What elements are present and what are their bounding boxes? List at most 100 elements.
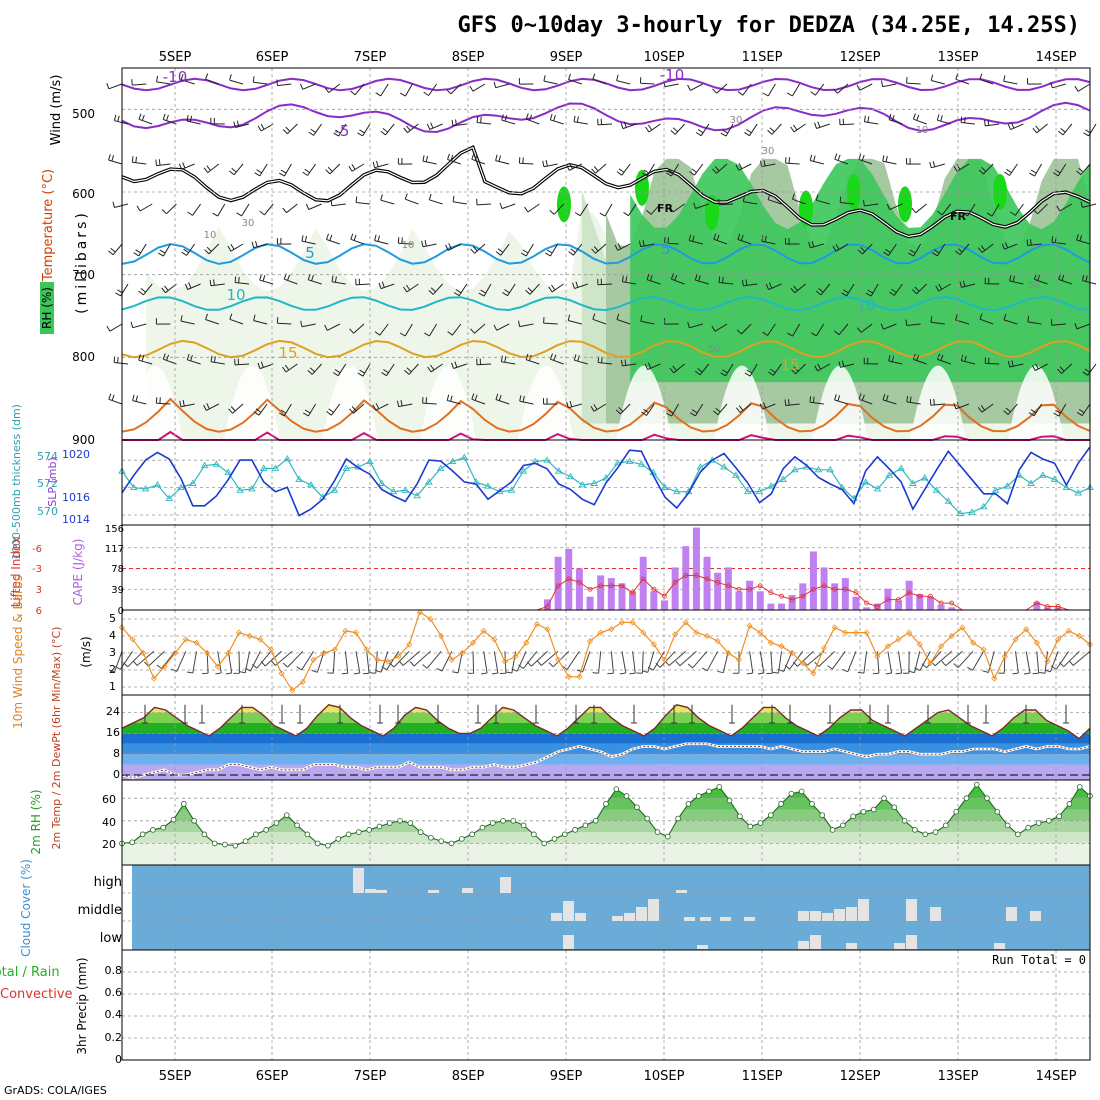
upper-wind-barb-293 xyxy=(257,361,274,370)
upper-wind-barb-234 xyxy=(815,283,831,296)
pressure-axis-label: (millibars) xyxy=(74,210,90,314)
thickness-point-80 xyxy=(1062,483,1071,491)
cloud-high-bar-3 xyxy=(428,890,439,893)
slp-line xyxy=(121,446,1091,517)
cloud-panel: high middle low Cloud Cover (%) xyxy=(19,859,1091,957)
cape-bar-44 xyxy=(586,596,594,610)
precip-tick-0.2: 0.2 xyxy=(105,1031,123,1044)
thickness-point-29 xyxy=(460,453,469,460)
slp-tick-1016: 1016 xyxy=(62,491,90,504)
upper-wind-barb-253 xyxy=(276,317,292,325)
wind-tick-5: 5 xyxy=(109,612,116,625)
rh-point-53 xyxy=(664,833,671,840)
upper-wind-barb-170 xyxy=(251,240,268,249)
temp-range-whisker-5-2 xyxy=(671,704,677,724)
cloud-middle-bar-2 xyxy=(575,913,586,921)
rh-point-49 xyxy=(623,793,630,799)
cape-bar-45 xyxy=(597,575,605,610)
contour-label-5-6: 5 xyxy=(661,240,671,258)
upper-wind-barb-276 xyxy=(834,323,849,336)
temp-band-2 xyxy=(122,743,1090,755)
upper-wind-barb-226 xyxy=(621,275,637,285)
cloud-low-bar-5 xyxy=(894,943,905,949)
thickness-point-41 xyxy=(602,474,610,481)
lifted-index-point-56 xyxy=(715,579,721,585)
cape-li-plot xyxy=(121,524,1091,611)
thickness-point-3 xyxy=(153,480,162,488)
cloud-low-bar-6 xyxy=(906,935,917,949)
upper-wind-barb-45 xyxy=(210,117,225,125)
temp2m-axis-label: 2m Temp / 2m DewPt (6hr Min/Max) (°C) xyxy=(50,627,63,850)
rh-point-89 xyxy=(1035,820,1042,826)
dry-bump-1 xyxy=(224,365,280,440)
upper-wind-barb-131 xyxy=(305,203,322,210)
surface-wind-barb-61 xyxy=(766,651,773,675)
rh-point-10 xyxy=(222,841,228,848)
upper-wind-barb-184 xyxy=(591,243,607,254)
cape-bar-51 xyxy=(661,600,669,610)
upper-wind-barb-39 xyxy=(1050,81,1066,89)
contour-label-10-8: 10 xyxy=(856,296,875,314)
surface-wind-barb-47 xyxy=(619,651,627,675)
temp-band-3 xyxy=(122,733,1090,744)
pressure-tick-900: 900 xyxy=(72,433,95,447)
thickness-point-70 xyxy=(944,497,953,504)
upper-wind-barb-164 xyxy=(108,243,123,256)
rh-point-64 xyxy=(778,801,784,807)
temp-range-whisker-6-1 xyxy=(729,704,735,724)
cloud-low-bar-1 xyxy=(697,945,708,949)
upper-wind-barb-134 xyxy=(380,194,395,205)
surface-wind-barb-7 xyxy=(186,651,197,674)
dry-bump-0 xyxy=(127,365,183,440)
upper-wind-barb-151 xyxy=(791,193,806,205)
upper-wind-barb-74 xyxy=(912,113,927,125)
upper-wind-barb-228 xyxy=(670,273,685,285)
rh-point-28 xyxy=(407,820,414,826)
surface-wind-barb-44 xyxy=(576,651,591,673)
surface-wind-barb-83 xyxy=(998,651,1006,674)
day-label-bottom-5SEP: 5SEP xyxy=(159,1069,192,1084)
wind-speed-point-13 xyxy=(257,636,264,643)
surface-wind-barb-48 xyxy=(629,651,636,675)
rh-point-92 xyxy=(1066,801,1073,807)
upper-wind-barb-68 xyxy=(767,123,782,135)
cloud-plot xyxy=(121,864,1091,951)
day-label-bottom-7SEP: 7SEP xyxy=(354,1069,387,1084)
upper-wind-barb-27 xyxy=(762,83,776,97)
temp-range-whisker-1-0 xyxy=(199,704,205,724)
wind-speed-point-74 xyxy=(906,629,913,636)
wind-speed-point-44 xyxy=(586,638,594,645)
surface-wind-barb-36 xyxy=(499,651,507,674)
thickness-point-52 xyxy=(732,471,740,478)
upper-wind-barb-46 xyxy=(233,120,250,128)
wind-speed-point-8 xyxy=(204,649,211,657)
cape-bar-75 xyxy=(916,594,924,610)
upper-wind-barb-340 xyxy=(397,400,413,408)
cloud-middle-bar-3 xyxy=(612,916,623,921)
upper-wind-barb-145 xyxy=(646,203,661,215)
upper-wind-barb-100 xyxy=(542,160,558,168)
upper-wind-barb-298 xyxy=(381,363,395,377)
day-label-top-6SEP: 6SEP xyxy=(256,50,289,65)
upper-wind-barb-297 xyxy=(357,363,371,377)
lifted-index-point-54 xyxy=(694,573,699,578)
pressure-tick-600: 600 xyxy=(72,187,95,201)
surface-wind-barb-14 xyxy=(251,650,272,669)
upper-wind-barb-265 xyxy=(567,314,582,325)
lifted-index-point-69 xyxy=(853,590,859,596)
upper-wind-barb-355 xyxy=(759,402,776,410)
rh-point-40 xyxy=(531,831,537,838)
cape-li-panel: -6 -3 0 3 6 156 117 78 39 0 Lifted Index… xyxy=(9,524,1091,617)
temp-range-whisker-4-1 xyxy=(533,704,539,724)
upper-wind-barb-278 xyxy=(880,323,897,330)
rh-axis-label: RH (%) xyxy=(40,287,54,329)
upper-wind-barb-36 xyxy=(979,73,994,85)
upper-wind-barb-33 xyxy=(906,77,921,85)
cloud-high-bar-5 xyxy=(500,877,511,893)
temp-range-whisker-9-2 xyxy=(1063,704,1069,724)
upper-wind-barb-139 xyxy=(499,202,516,210)
cloud-high-bar-1 xyxy=(365,889,376,893)
upper-wind-barb-98 xyxy=(495,154,510,165)
lifted-index-point-53 xyxy=(683,573,689,578)
wind-speed-point-26 xyxy=(395,653,402,660)
